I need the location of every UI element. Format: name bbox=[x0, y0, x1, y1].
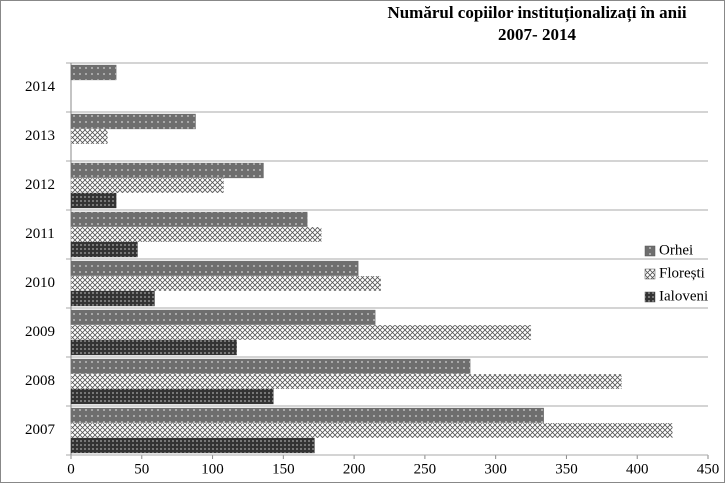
legend-swatch bbox=[644, 245, 656, 257]
bar bbox=[70, 211, 308, 228]
x-tick-label: 50 bbox=[134, 461, 149, 477]
x-tick-label: 450 bbox=[697, 461, 720, 477]
bar bbox=[70, 339, 237, 356]
bar bbox=[70, 226, 322, 243]
bar bbox=[70, 241, 138, 258]
legend-swatch bbox=[644, 291, 656, 303]
x-tick-label: 0 bbox=[67, 461, 75, 477]
legend-label: Orhei bbox=[659, 242, 693, 258]
bar bbox=[70, 162, 264, 179]
bar bbox=[70, 128, 108, 145]
bar bbox=[70, 177, 225, 194]
bar bbox=[70, 309, 376, 326]
bar bbox=[70, 373, 622, 390]
bar bbox=[70, 388, 274, 405]
bar bbox=[70, 64, 117, 81]
y-tick-label: 2007 bbox=[25, 422, 56, 438]
legend-label: Ialoveni bbox=[659, 288, 708, 304]
bar bbox=[70, 358, 471, 375]
chart-title: Numărul copiilor instituționalizați în a… bbox=[387, 3, 686, 23]
x-tick-label: 200 bbox=[343, 461, 366, 477]
bar bbox=[70, 192, 117, 209]
y-tick-label: 2010 bbox=[25, 275, 55, 291]
bar bbox=[70, 324, 532, 341]
bar bbox=[70, 113, 196, 130]
x-tick-label: 400 bbox=[626, 461, 649, 477]
y-tick-label: 2011 bbox=[25, 226, 54, 242]
y-tick-label: 2008 bbox=[25, 373, 55, 389]
bar bbox=[70, 260, 359, 277]
x-tick-label: 350 bbox=[555, 461, 578, 477]
chart-title: 2007- 2014 bbox=[498, 25, 576, 44]
bar bbox=[70, 290, 155, 307]
legend-label: Florești bbox=[659, 265, 705, 281]
bar bbox=[70, 437, 315, 454]
y-tick-label: 2012 bbox=[25, 177, 55, 193]
bar bbox=[70, 275, 382, 292]
legend-swatch bbox=[644, 268, 656, 280]
x-tick-label: 300 bbox=[484, 461, 507, 477]
x-tick-label: 150 bbox=[272, 461, 295, 477]
bar bbox=[70, 407, 544, 424]
x-tick-label: 250 bbox=[414, 461, 437, 477]
y-tick-label: 2014 bbox=[25, 79, 56, 95]
y-tick-label: 2009 bbox=[25, 324, 55, 340]
bar bbox=[70, 422, 673, 439]
y-tick-label: 2013 bbox=[25, 128, 55, 144]
x-tick-label: 100 bbox=[201, 461, 224, 477]
